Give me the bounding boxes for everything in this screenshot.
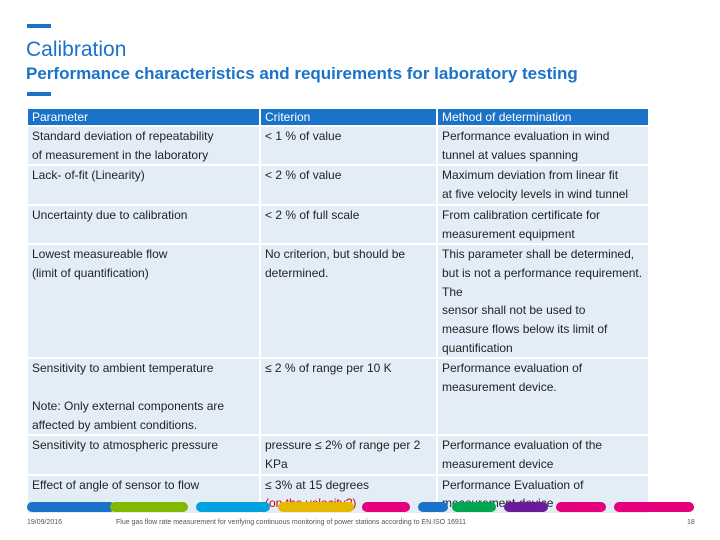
cell-line: ≤ 3% at 15 degrees: [265, 477, 369, 492]
cell-criterion: < 1 % of value: [259, 124, 438, 167]
cell-line: ≤ 2 % of range per 10 K: [265, 361, 392, 376]
cell-method: Performance evaluation of measurement dev…: [436, 357, 650, 437]
cell-line: Lack- of-fit (Linearity): [32, 168, 145, 183]
cell-parameter: Lack- of-fit (Linearity): [26, 164, 261, 206]
page-number: 18: [687, 519, 695, 526]
subtitle-accent-bar: [27, 92, 51, 96]
cell-line: measurement equipment: [442, 226, 575, 241]
footer-date: 19/09/2016: [27, 519, 63, 526]
footer-bar: [556, 502, 606, 512]
cell-line: < 2 % of full scale: [265, 207, 360, 222]
cell-line: The: [442, 284, 463, 299]
cell-line: Lowest measureable flow: [32, 247, 168, 262]
cell-line: measure flows below its limit of: [442, 322, 608, 337]
cell-method: Performance evaluation in wind tunnel at …: [436, 124, 650, 167]
cell-line: Performance Evaluation of: [442, 477, 584, 492]
footer-bar: [504, 502, 548, 512]
table-row: Standard deviation of repeatability of me…: [26, 124, 650, 167]
cell-line: Effect of angle of sensor to flow: [32, 477, 200, 492]
cell-line: measurement device: [442, 456, 554, 471]
cell-line: No criterion, but should be: [265, 247, 406, 262]
cell-method: This parameter shall be determined, but i…: [436, 243, 650, 360]
cell-line: Uncertainty due to calibration: [32, 207, 188, 222]
cell-parameter: Sensitivity to ambient temperature Note: …: [26, 357, 261, 437]
requirements-table: Parameter Criterion Method of determinat…: [26, 107, 650, 516]
table-row: Lowest measureable flow (limit of quantif…: [26, 243, 650, 360]
cell-line: KPa: [265, 456, 288, 471]
cell-criterion: < 2 % of value: [259, 164, 438, 206]
cell-line: Sensitivity to ambient temperature: [32, 361, 214, 376]
cell-line: Note: Only external components are: [32, 398, 225, 413]
cell-line: affected by ambient conditions.: [32, 417, 198, 432]
table-row: Uncertainty due to calibration < 2 % of f…: [26, 203, 650, 246]
title-accent-bar: [27, 24, 51, 28]
page-title: Calibration: [26, 38, 127, 61]
cell-criterion: No criterion, but should be determined.: [259, 243, 438, 360]
cell-line: Performance evaluation in wind: [442, 129, 610, 143]
cell-line: (limit of quantification): [32, 265, 149, 280]
cell-line: of measurement in the laboratory: [32, 147, 209, 162]
cell-parameter: Uncertainty due to calibration: [26, 203, 261, 246]
footer-text: Flue gas flow rate measurement for verif…: [116, 519, 467, 526]
cell-line: From calibration certificate for: [442, 207, 601, 222]
cell-line: This parameter shall be determined,: [442, 247, 635, 262]
footer-bar: [278, 502, 354, 512]
cell-method: Performance evaluation of the measurement…: [436, 434, 650, 476]
cell-line: tunnel at values spanning: [442, 147, 579, 162]
footer-bar: [196, 502, 270, 512]
footer-bar: [614, 502, 694, 512]
table-row: Sensitivity to atmospheric pressure press…: [26, 434, 650, 476]
cell-line: determined.: [265, 265, 329, 280]
cell-criterion: pressure ≤ 2% of range per 2 KPa: [259, 434, 438, 476]
cell-line: [32, 378, 255, 397]
table-header-row: Parameter Criterion Method of determinat…: [26, 107, 650, 127]
cell-method: From calibration certificate for measurem…: [436, 203, 650, 246]
footer-bar: [452, 502, 496, 512]
footer-bar: [418, 502, 448, 512]
cell-criterion: ≤ 2 % of range per 10 K: [259, 357, 438, 437]
cell-method: Maximum deviation from linear fit at five…: [436, 164, 650, 206]
cell-line: Performance evaluation of: [442, 361, 583, 376]
cell-line: Sensitivity to atmospheric pressure: [32, 438, 219, 453]
cell-parameter: Sensitivity to atmospheric pressure: [26, 434, 261, 476]
cell-line: < 1 % of value: [265, 129, 342, 143]
cell-line: Maximum deviation from linear fit: [442, 168, 619, 183]
column-header-method: Method of determination: [436, 107, 650, 127]
cell-criterion: < 2 % of full scale: [259, 203, 438, 246]
cell-line: at five velocity levels in wind tunnel: [442, 187, 629, 202]
cell-line: Performance evaluation of the: [442, 438, 603, 453]
table-row: Sensitivity to ambient temperature Note: …: [26, 357, 650, 437]
cell-line: but is not a performance requirement.: [442, 265, 643, 280]
cell-line: quantification: [442, 340, 513, 355]
cell-line: sensor shall not be used to: [442, 303, 586, 318]
table-row: Lack- of-fit (Linearity) < 2 % of value Ma…: [26, 164, 650, 206]
cell-parameter: Lowest measureable flow (limit of quantif…: [26, 243, 261, 360]
cell-parameter: Standard deviation of repeatability of me…: [26, 124, 261, 167]
footer-bar: [27, 502, 115, 512]
page-subtitle: Performance characteristics and requirem…: [26, 64, 578, 83]
column-header-criterion: Criterion: [259, 107, 438, 127]
cell-line: measurement device.: [442, 380, 557, 395]
footer-bar: [110, 502, 188, 512]
cell-line: pressure ≤ 2% of range per 2: [265, 438, 421, 453]
cell-line: Standard deviation of repeatability: [32, 129, 214, 143]
footer-bar: [362, 502, 410, 512]
column-header-parameter: Parameter: [26, 107, 261, 127]
cell-line: < 2 % of value: [265, 168, 342, 183]
